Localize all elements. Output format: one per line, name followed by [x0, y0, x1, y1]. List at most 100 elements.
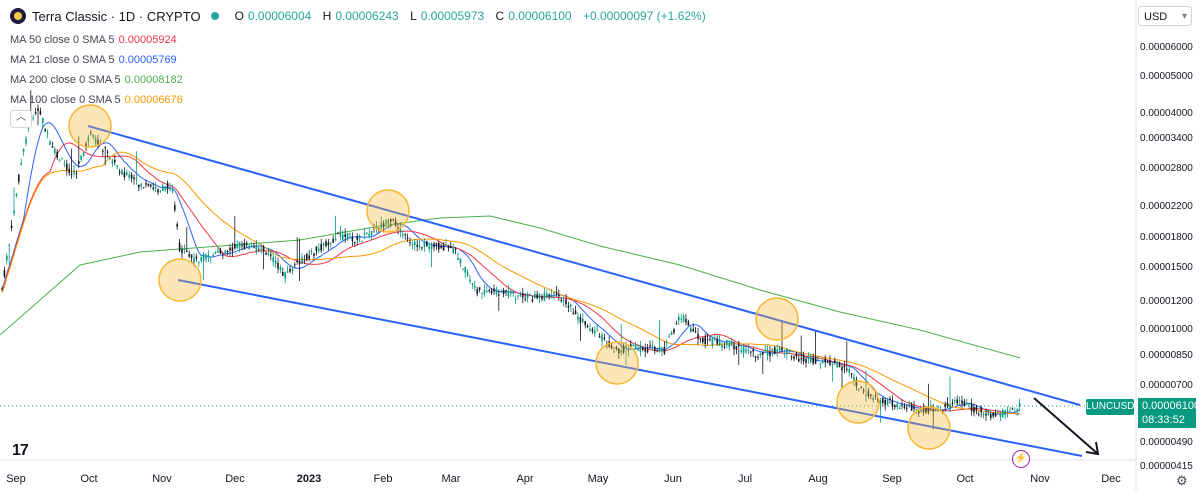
indicator-ma21[interactable]: MA 21 close 0 SMA 5 0.00005769 — [10, 54, 177, 66]
candle-body — [685, 318, 687, 323]
candle-body — [802, 354, 805, 362]
candle-body — [942, 410, 944, 412]
candle-body — [541, 296, 543, 300]
candle-body — [236, 244, 238, 249]
candle-body — [277, 263, 279, 269]
candle-body — [858, 389, 860, 391]
candle-body — [721, 345, 723, 348]
candle-body — [174, 205, 176, 211]
candle-body — [198, 262, 200, 264]
indicator-ma50[interactable]: MA 50 close 0 SMA 5 0.00005924 — [10, 34, 177, 46]
candle-body — [538, 293, 541, 299]
candle-body — [462, 268, 464, 270]
ma21-line — [1, 122, 1020, 415]
candle-body — [366, 232, 368, 234]
candle-body — [152, 187, 154, 189]
candle-body — [723, 346, 726, 348]
candle-body — [464, 266, 466, 273]
candle-body — [171, 189, 174, 192]
candle-body — [258, 249, 260, 251]
candle-body — [1006, 410, 1009, 412]
indicator-ma200[interactable]: MA 200 close 0 SMA 5 0.00008182 — [10, 74, 183, 86]
price-tick-label: 0.00001800 — [1140, 232, 1193, 243]
candle-body — [558, 295, 560, 297]
candle-body — [728, 343, 730, 347]
candle-body — [193, 257, 195, 263]
candle-body — [1004, 410, 1006, 415]
candle-body — [922, 406, 925, 413]
candle-body — [217, 250, 219, 253]
candle-body — [416, 244, 418, 247]
time-tick-label: May — [588, 473, 609, 485]
candle-body — [82, 152, 85, 156]
candle-body — [507, 291, 510, 296]
candle-body — [618, 348, 620, 354]
currency-select[interactable]: USD — [1138, 6, 1192, 27]
candle-body — [219, 249, 222, 254]
gear-icon[interactable]: ⚙ — [1176, 473, 1188, 488]
candle-body — [932, 409, 934, 412]
candle-body — [442, 244, 445, 251]
candle-body — [130, 174, 133, 179]
candle-body — [68, 168, 70, 173]
time-tick-label: Nov — [152, 473, 172, 485]
symbol-title[interactable]: Terra Classic · 1D · CRYPTO — [32, 8, 201, 24]
candle-body — [478, 287, 481, 290]
candle-body — [344, 234, 346, 238]
candle-body — [603, 337, 606, 339]
candle-body — [34, 112, 37, 114]
candle-body — [781, 347, 783, 351]
price-tick-label: 0.00000700 — [1140, 380, 1193, 391]
candle-body — [121, 170, 123, 175]
candle-body — [682, 315, 685, 322]
candle-body — [205, 254, 207, 260]
candle-body — [435, 243, 438, 245]
candle-body — [973, 406, 975, 413]
candle-body — [246, 243, 248, 245]
tradingview-logo: 17 — [12, 442, 29, 459]
candle-body — [884, 399, 886, 405]
candle-body — [980, 407, 982, 413]
candle-body — [750, 351, 752, 353]
candle-body — [450, 246, 452, 248]
candle-body — [663, 346, 666, 354]
candle-body — [610, 345, 613, 349]
candle-body — [128, 174, 130, 178]
candle-body — [517, 295, 519, 297]
candle-body — [855, 379, 858, 387]
candle-body — [651, 345, 654, 347]
candle-body — [20, 163, 22, 165]
candle-body — [135, 178, 138, 180]
candle-body — [829, 360, 831, 365]
price-tick-label: 0.00000490 — [1140, 437, 1193, 448]
candle-body — [793, 356, 795, 359]
candle-body — [438, 242, 440, 250]
candle-body — [673, 329, 675, 333]
collapse-legend-button[interactable]: ︿ — [10, 110, 32, 128]
candle-body — [702, 337, 704, 343]
candle-body — [454, 248, 457, 250]
candle-body — [90, 132, 92, 134]
candle-body — [589, 328, 591, 331]
candle-body — [44, 129, 46, 132]
candle-body — [836, 362, 838, 368]
candle-body — [404, 234, 406, 236]
candle-body — [874, 395, 877, 397]
candle-body — [1, 287, 3, 289]
candle-body — [774, 347, 776, 354]
candle-body — [102, 150, 104, 152]
candle-body — [13, 210, 15, 214]
candle-body — [990, 414, 992, 418]
candle-body — [87, 136, 90, 142]
candle-body — [272, 257, 274, 262]
candle-body — [692, 329, 694, 332]
candle-body — [620, 350, 622, 353]
candle-body — [898, 408, 901, 410]
candle-body — [162, 185, 164, 191]
candle-body — [63, 163, 66, 165]
lightning-icon[interactable]: ⚡ — [1012, 450, 1030, 468]
candle-body — [222, 254, 224, 256]
indicator-ma100[interactable]: MA 100 close 0 SMA 5 0.00006676 — [10, 94, 183, 106]
candle-body — [375, 225, 378, 229]
